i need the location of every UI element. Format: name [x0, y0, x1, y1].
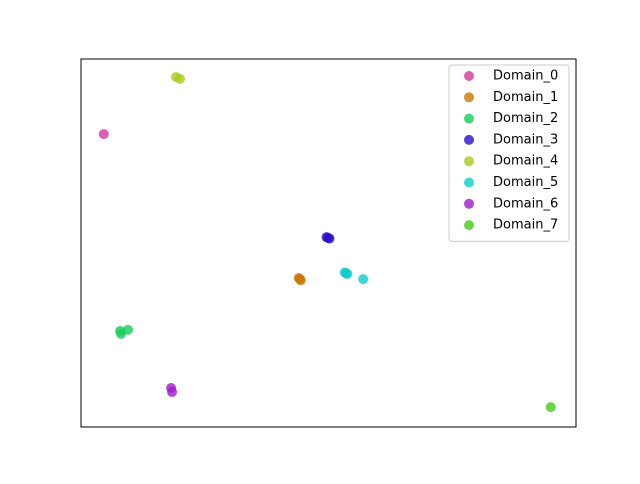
legend-label: Domain_7 [493, 218, 558, 233]
point [123, 324, 134, 335]
legend-label: Domain_5 [493, 175, 558, 190]
legend-label: Domain_2 [493, 111, 558, 126]
point [358, 274, 369, 285]
legend-box [448, 64, 570, 242]
legend-label: Domain_6 [493, 196, 558, 211]
legend-label: Domain_4 [493, 154, 558, 169]
point [294, 274, 305, 285]
legend-label: Domain_3 [493, 132, 558, 147]
legend-label: Domain_0 [493, 69, 558, 84]
legend-label: Domain_1 [493, 90, 558, 105]
legend-marker [464, 177, 474, 188]
point [175, 73, 185, 84]
legend-marker [464, 92, 474, 103]
legend-marker [464, 198, 474, 209]
point [98, 129, 109, 140]
legend-marker [464, 134, 474, 145]
point [545, 402, 556, 413]
legend-marker [464, 220, 474, 231]
point [323, 232, 334, 243]
legend-marker [464, 71, 474, 81]
legend-marker [464, 156, 474, 167]
point [167, 387, 178, 398]
legend-marker [464, 113, 474, 124]
plot-frame [80, 58, 577, 428]
point [340, 268, 351, 279]
